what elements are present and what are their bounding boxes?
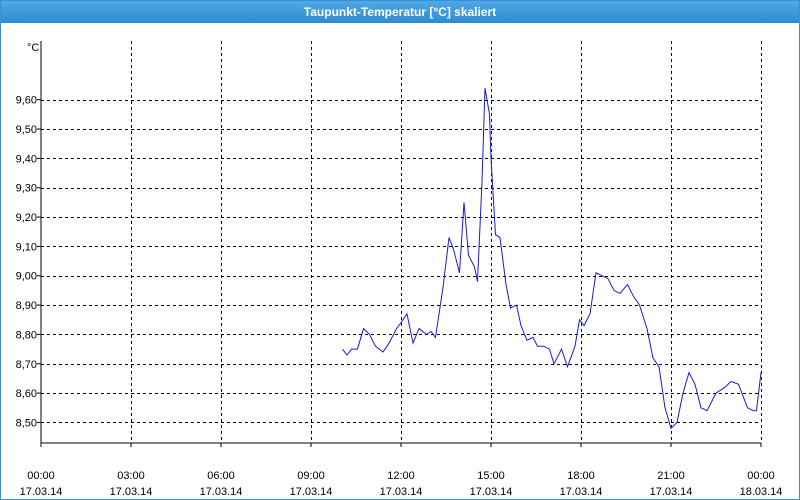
y-tick-label: 9,10 (16, 241, 37, 253)
x-tick-label-time: 12:00 (387, 470, 415, 482)
y-tick-label: 9,20 (16, 212, 37, 224)
y-tick-label: 9,40 (16, 153, 37, 165)
y-tick-label: 8,80 (16, 329, 37, 341)
window-title: Taupunkt-Temperatur [°C] skaliert (303, 5, 497, 19)
y-tick-label: 8,70 (16, 359, 37, 371)
x-tick-label-time: 00:00 (747, 470, 775, 482)
y-tick-label: 9,30 (16, 183, 37, 195)
x-tick-label-time: 06:00 (207, 470, 235, 482)
x-tick-label-time: 21:00 (657, 470, 685, 482)
series-polyline (342, 87, 757, 430)
x-tick-label-date: 17.03.14 (200, 486, 243, 498)
x-tick-label-date: 17.03.14 (380, 486, 423, 498)
series-line (342, 87, 762, 430)
x-tick-label-date: 17.03.14 (560, 486, 603, 498)
x-tick-label-time: 09:00 (297, 470, 325, 482)
y-tick-label: 9,60 (16, 95, 37, 107)
x-tick-label-time: 15:00 (477, 470, 505, 482)
x-tick-label-time: 18:00 (567, 470, 595, 482)
grid-lines (41, 41, 762, 443)
y-tick-label: 8,90 (16, 300, 37, 312)
series-polyline-end (756, 372, 762, 411)
x-tick-label-date: 18.03.14 (740, 486, 783, 498)
x-tick-label-date: 17.03.14 (20, 486, 63, 498)
window-titlebar: Taupunkt-Temperatur [°C] skaliert (1, 1, 799, 23)
y-tick-label: 9,50 (16, 124, 37, 136)
x-tick-label-time: 03:00 (117, 470, 145, 482)
x-tick-labels: 00:00 17.03.14 03:00 17.03.14 06:00 17.03.14 0… (20, 443, 783, 498)
x-tick-label-date: 17.03.14 (110, 486, 153, 498)
y-axis-unit-label: °C (27, 42, 39, 54)
x-tick-label-date: 17.03.14 (650, 486, 693, 498)
y-tick-label: 9,00 (16, 271, 37, 283)
y-tick-label: 8,50 (16, 417, 37, 429)
x-tick-label-date: 17.03.14 (290, 486, 333, 498)
y-tick-labels: 8,50 8,60 8,70 8,80 8,90 9,00 9,10 9,20 9,30 9,40… (16, 95, 41, 429)
x-tick-label-date: 17.03.14 (470, 486, 513, 498)
x-tick-label-time: 00:00 (27, 470, 55, 482)
chart-plot: °C 8,50 8,60 8,70 8,80 8,90 9,00 9,10 9,20 9,30 9… (16, 41, 783, 498)
y-tick-label: 8,60 (16, 388, 37, 400)
